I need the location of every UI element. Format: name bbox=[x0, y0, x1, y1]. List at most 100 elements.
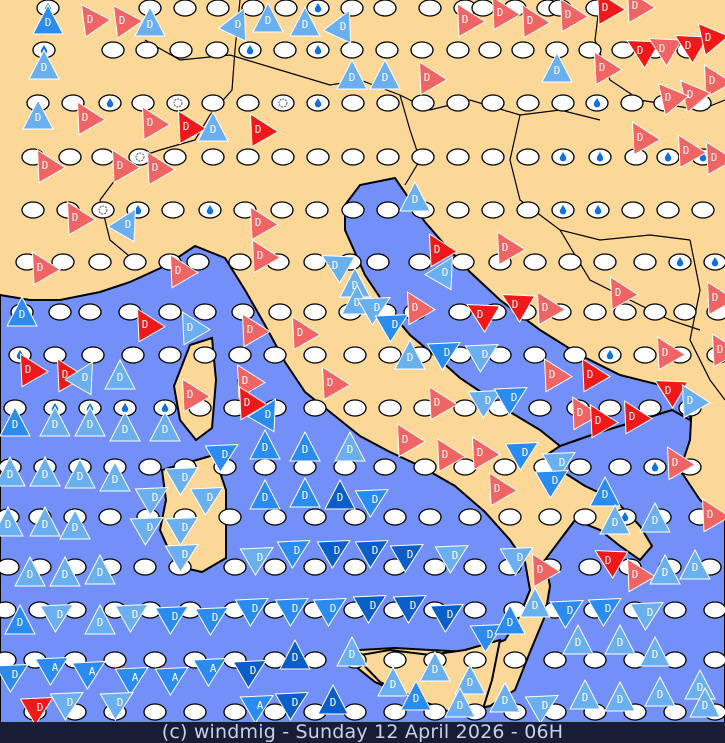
station[interactable] bbox=[51, 253, 75, 271]
station[interactable] bbox=[341, 201, 365, 219]
station[interactable] bbox=[91, 201, 115, 219]
station[interactable] bbox=[78, 303, 102, 321]
station[interactable] bbox=[511, 41, 535, 59]
station[interactable] bbox=[458, 508, 482, 526]
station[interactable] bbox=[463, 601, 487, 619]
station[interactable] bbox=[238, 41, 262, 59]
station[interactable] bbox=[523, 253, 547, 271]
station[interactable] bbox=[446, 94, 470, 112]
station[interactable] bbox=[43, 346, 67, 364]
station[interactable] bbox=[598, 346, 622, 364]
station[interactable] bbox=[306, 41, 330, 59]
station[interactable] bbox=[263, 508, 287, 526]
station[interactable] bbox=[588, 148, 612, 166]
station[interactable] bbox=[583, 651, 607, 669]
station[interactable] bbox=[481, 201, 505, 219]
station[interactable] bbox=[418, 0, 442, 17]
station[interactable] bbox=[376, 148, 400, 166]
station[interactable] bbox=[411, 94, 435, 112]
station[interactable] bbox=[643, 303, 667, 321]
station[interactable] bbox=[373, 458, 397, 476]
station[interactable] bbox=[123, 253, 147, 271]
station[interactable] bbox=[578, 558, 602, 576]
station[interactable] bbox=[236, 148, 260, 166]
station[interactable] bbox=[271, 94, 295, 112]
station[interactable] bbox=[516, 201, 540, 219]
station[interactable] bbox=[121, 346, 145, 364]
station[interactable] bbox=[620, 94, 644, 112]
station[interactable] bbox=[303, 346, 327, 364]
station[interactable] bbox=[183, 703, 207, 721]
station[interactable] bbox=[270, 201, 294, 219]
station[interactable] bbox=[573, 508, 597, 526]
station[interactable] bbox=[305, 201, 329, 219]
station[interactable] bbox=[343, 399, 367, 417]
station[interactable] bbox=[503, 651, 527, 669]
station[interactable] bbox=[703, 651, 725, 669]
station[interactable] bbox=[201, 94, 225, 112]
station[interactable] bbox=[343, 558, 367, 576]
station[interactable] bbox=[608, 458, 632, 476]
station[interactable] bbox=[673, 303, 697, 321]
station[interactable] bbox=[446, 148, 470, 166]
station[interactable] bbox=[668, 253, 692, 271]
station[interactable] bbox=[585, 94, 609, 112]
station[interactable] bbox=[193, 346, 217, 364]
station[interactable] bbox=[418, 508, 442, 526]
station[interactable] bbox=[383, 703, 407, 721]
station[interactable] bbox=[58, 148, 82, 166]
station[interactable] bbox=[241, 0, 265, 17]
station[interactable] bbox=[498, 508, 522, 526]
station[interactable] bbox=[703, 253, 725, 271]
station[interactable] bbox=[593, 253, 617, 271]
station[interactable] bbox=[341, 148, 365, 166]
station[interactable] bbox=[306, 148, 330, 166]
station[interactable] bbox=[218, 508, 242, 526]
station[interactable] bbox=[158, 303, 182, 321]
station[interactable] bbox=[633, 253, 657, 271]
station[interactable] bbox=[101, 41, 125, 59]
station[interactable] bbox=[306, 94, 330, 112]
station[interactable] bbox=[306, 0, 330, 17]
station[interactable] bbox=[691, 201, 715, 219]
station[interactable] bbox=[408, 253, 432, 271]
station[interactable] bbox=[343, 346, 367, 364]
station[interactable] bbox=[663, 601, 687, 619]
station[interactable] bbox=[551, 201, 575, 219]
station[interactable] bbox=[0, 601, 17, 619]
station[interactable] bbox=[463, 558, 487, 576]
station[interactable] bbox=[236, 94, 260, 112]
station[interactable] bbox=[263, 558, 287, 576]
station[interactable] bbox=[563, 346, 587, 364]
station[interactable] bbox=[383, 651, 407, 669]
station[interactable] bbox=[253, 458, 277, 476]
station[interactable] bbox=[523, 346, 547, 364]
station[interactable] bbox=[340, 0, 364, 17]
station[interactable] bbox=[21, 201, 45, 219]
station[interactable] bbox=[373, 0, 397, 17]
station[interactable] bbox=[493, 458, 517, 476]
station[interactable] bbox=[201, 148, 225, 166]
station[interactable] bbox=[413, 458, 437, 476]
station[interactable] bbox=[378, 399, 402, 417]
station[interactable] bbox=[463, 651, 487, 669]
station[interactable] bbox=[481, 148, 505, 166]
station[interactable] bbox=[88, 253, 112, 271]
station[interactable] bbox=[423, 558, 447, 576]
station[interactable] bbox=[516, 148, 540, 166]
station[interactable] bbox=[205, 41, 229, 59]
station[interactable] bbox=[446, 41, 470, 59]
station[interactable] bbox=[376, 201, 400, 219]
station[interactable] bbox=[193, 303, 217, 321]
station[interactable] bbox=[551, 94, 575, 112]
station[interactable] bbox=[378, 346, 402, 364]
station[interactable] bbox=[633, 346, 657, 364]
station[interactable] bbox=[169, 41, 193, 59]
station[interactable] bbox=[613, 303, 637, 321]
station[interactable] bbox=[135, 41, 159, 59]
station[interactable] bbox=[340, 41, 364, 59]
station[interactable] bbox=[268, 303, 292, 321]
station[interactable] bbox=[528, 399, 552, 417]
station[interactable] bbox=[586, 201, 610, 219]
station[interactable] bbox=[375, 41, 399, 59]
